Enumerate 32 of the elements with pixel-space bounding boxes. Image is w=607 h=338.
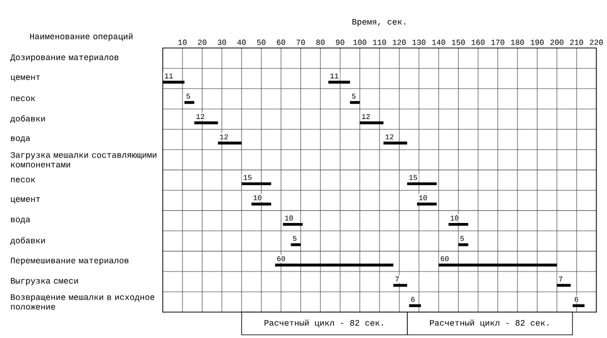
bar [438,264,557,267]
y-tick-label: песок [11,96,36,102]
y-tick-label: цемент [11,76,40,82]
y-axis-title: Наименование операций [30,33,132,42]
y-tick-label: добавки [10,115,45,124]
bar [416,202,437,206]
bar [275,264,394,267]
bar [572,304,584,308]
bar [282,223,303,226]
y-tick-label: Загрузка мешалки составляющими компонентами [10,152,156,168]
y-tick-label: песок [11,178,36,183]
y-tick-label: добавки [10,237,45,246]
bar [556,284,571,288]
bar [383,142,408,145]
bar [184,101,194,104]
y-tick-label: цемент [11,198,40,204]
y-tick-label: Выгрузка смеси [10,278,78,286]
bar [218,142,242,145]
x-axis-title: Время, сек. [352,19,406,27]
bar [251,202,272,206]
y-tick-label: Дозирование материалов [10,54,118,62]
bar [328,80,350,84]
bar [448,223,468,226]
text: Расчетный цикл - 82 сек. [430,320,548,328]
bar [350,101,360,104]
y-tick-label: вода [11,218,30,224]
text: Расчетный цикл - 82 сек. [264,320,383,328]
bar [409,304,421,308]
y-tick-label: Перемешивание материалов [10,258,128,266]
bar [393,284,408,288]
y-tick-label: вода [11,136,30,143]
y-tick-label: Возвращение мешалки в исходное положение [10,294,154,310]
